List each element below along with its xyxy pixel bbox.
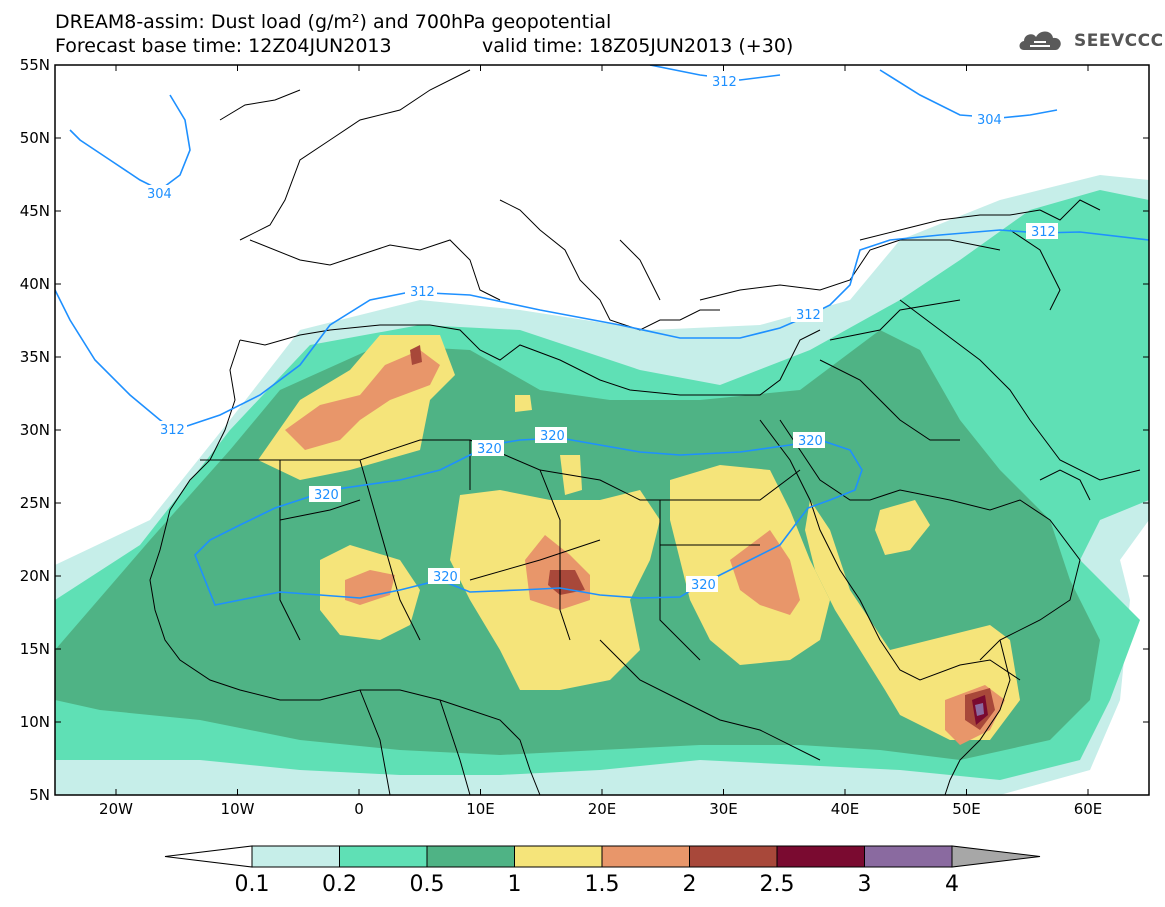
forecast-base-time: Forecast base time: 12Z04JUN2013 — [55, 35, 392, 57]
contour-label: 312 — [712, 75, 737, 90]
colorbar-under-arrow — [164, 845, 253, 868]
colorbar-label: 0.2 — [322, 872, 357, 897]
lat-label: 45N — [20, 202, 50, 220]
colorbar-swatch — [339, 845, 428, 868]
cloud-icon — [1019, 31, 1061, 50]
colorbar-swatch — [864, 845, 953, 868]
colorbar-swatch — [514, 845, 603, 868]
contour-label: 320 — [798, 434, 823, 449]
contour-label: 304 — [977, 113, 1002, 128]
contour-label: 320 — [433, 570, 458, 585]
colorbar-label: 2.5 — [760, 872, 795, 897]
colorbar-swatch — [251, 845, 340, 868]
coastlines-and-borders — [149, 69, 1141, 795]
dust-level-1.5 — [730, 530, 800, 615]
colorbar-label: 1.5 — [585, 872, 620, 897]
contour-label: 320 — [477, 442, 502, 457]
colorbar-label: 2 — [683, 872, 697, 897]
lon-label: 10E — [466, 800, 495, 818]
lat-label: 40N — [20, 275, 50, 293]
lat-label: 5N — [29, 786, 50, 804]
lat-label: 50N — [20, 129, 50, 147]
lon-label: 10W — [221, 800, 255, 818]
contour-label: 312 — [1031, 225, 1056, 240]
lat-label: 55N — [20, 56, 50, 74]
colorbar-swatch — [776, 845, 865, 868]
latitude-axis: 55N 50N 45N 40N 35N 30N 25N 20N 15N 10N 5N — [20, 56, 1149, 804]
contour-label: 320 — [314, 488, 339, 503]
lon-label: 60E — [1074, 800, 1103, 818]
colorbar-swatch — [426, 845, 515, 868]
colorbar: 0.1 0.2 0.5 1 1.5 2 2.5 3 4 — [164, 845, 1041, 897]
lon-label: 50E — [952, 800, 981, 818]
colorbar-over-arrow — [951, 845, 1041, 868]
contour-labels: 312 304 304 312 312 312 312 320 320 320 … — [142, 73, 1058, 593]
colorbar-label: 0.5 — [410, 872, 445, 897]
dust-level-1.5 — [345, 570, 395, 605]
lon-label: 30E — [709, 800, 738, 818]
contour-label: 312 — [410, 285, 435, 300]
dust-level-1.0 — [875, 500, 930, 555]
lon-label: 0 — [354, 800, 364, 818]
lat-label: 30N — [20, 421, 50, 439]
colorbar-label: 0.1 — [235, 872, 270, 897]
colorbar-swatch — [601, 845, 690, 868]
dust-level-2.0 — [410, 345, 422, 365]
contour-label: 312 — [796, 308, 821, 323]
lon-label: 20E — [588, 800, 617, 818]
colorbar-label: 1 — [508, 872, 522, 897]
contour-label: 312 — [160, 423, 185, 438]
valid-time: valid time: 18Z05JUN2013 (+30) — [482, 35, 794, 57]
lon-label: 20W — [99, 800, 133, 818]
contour-label: 320 — [691, 578, 716, 593]
dust-level-1.0 — [805, 500, 1020, 740]
lat-label: 10N — [20, 713, 50, 731]
contour-label: 320 — [540, 429, 565, 444]
lat-label: 35N — [20, 348, 50, 366]
map-title: DREAM8-assim: Dust load (g/m²) and 700hP… — [55, 11, 612, 33]
dust-level-3.0 — [975, 703, 984, 716]
lon-label: 40E — [831, 800, 860, 818]
dust-level-1.0 — [515, 395, 532, 412]
lat-label: 15N — [20, 640, 50, 658]
logo-text: SEEVCCC — [1074, 31, 1164, 51]
contour-label: 304 — [147, 187, 172, 202]
lat-label: 25N — [20, 494, 50, 512]
dust-level-1.5 — [285, 350, 440, 450]
longitude-axis: 20W 10W 0 10E 20E 30E 40E 50E 60E — [99, 65, 1102, 818]
colorbar-swatch — [689, 845, 778, 868]
seevccc-logo: SEEVCCC — [1016, 24, 1163, 58]
colorbar-label: 3 — [858, 872, 872, 897]
map-content: 312 304 304 312 312 312 312 320 320 320 … — [55, 65, 1149, 795]
colorbar-label: 4 — [945, 872, 959, 897]
lat-label: 20N — [20, 567, 50, 585]
